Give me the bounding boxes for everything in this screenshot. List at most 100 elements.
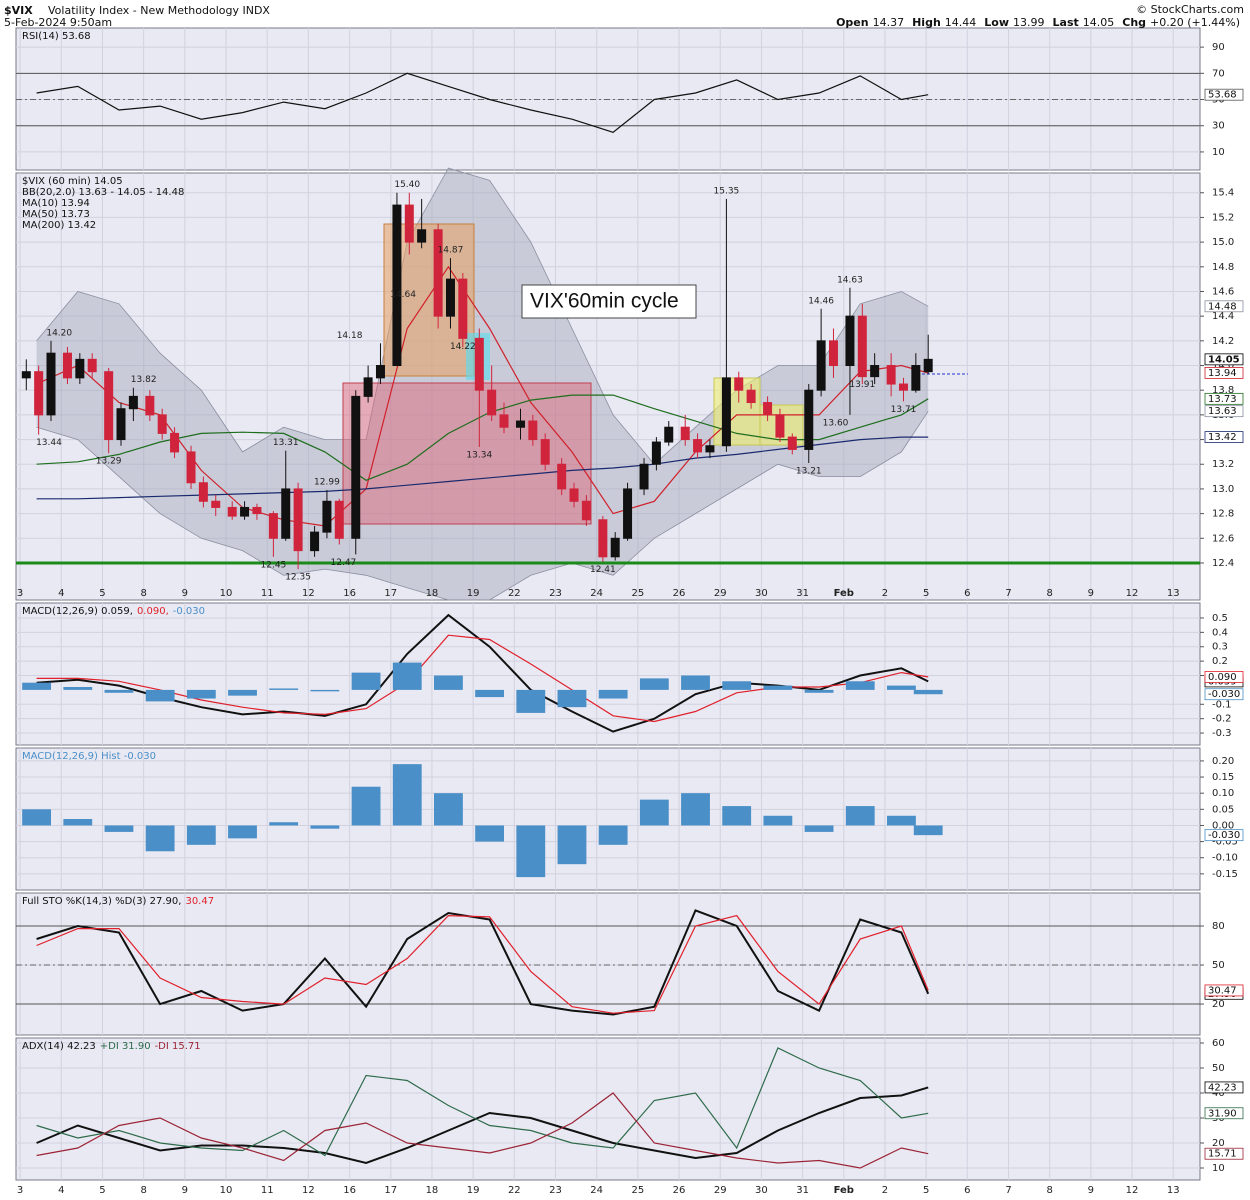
- candle-body: [211, 500, 221, 508]
- histogram-bar: [63, 687, 93, 690]
- candle-body: [845, 315, 855, 367]
- candle-body: [569, 488, 579, 502]
- value-tag: 13.73: [1208, 394, 1237, 405]
- y-tick-label: -0.2: [1212, 714, 1232, 725]
- histogram-bar: [763, 815, 793, 826]
- histogram-bar: [104, 825, 134, 832]
- value-tag-box: [1204, 671, 1244, 683]
- panel-frame: [15, 172, 1201, 601]
- candle-body: [911, 365, 921, 391]
- x-tick-label: 29: [714, 1185, 727, 1196]
- value-tag-box: [1204, 1107, 1244, 1120]
- price-annotation: 14.20: [46, 328, 72, 338]
- value-tag: -0.030: [1208, 830, 1240, 841]
- x-tick-label: 23: [549, 1185, 562, 1196]
- x-tick-label: 4: [58, 588, 64, 599]
- histogram-bar: [22, 809, 52, 826]
- legend: RSI(14) 53.68: [22, 31, 91, 42]
- quote-label: Chg: [1122, 16, 1146, 29]
- value-tag: 31.90: [1208, 1108, 1237, 1119]
- histogram-bar: [310, 689, 340, 692]
- candle-body: [128, 395, 138, 410]
- y-tick-label: 14.2: [1212, 336, 1234, 347]
- histogram-bar: [351, 672, 381, 690]
- value-tag: 53.68: [1208, 90, 1237, 101]
- x-tick-label: 24: [590, 1185, 603, 1196]
- candle-body: [87, 358, 97, 373]
- y-tick-label: 70: [1212, 68, 1225, 79]
- candle-body: [458, 278, 468, 339]
- y-tick-label: 0.00: [1212, 820, 1234, 831]
- legend-entry: -DI 15.71: [155, 1041, 201, 1052]
- panel-frame: [15, 27, 1201, 171]
- x-tick-label: 2: [882, 588, 888, 599]
- candle-body: [310, 531, 320, 552]
- value-tag: 30.47: [1208, 985, 1237, 996]
- histogram-bar: [804, 689, 834, 693]
- panel-frame: [15, 1037, 1201, 1181]
- candle-body: [693, 439, 703, 453]
- candle-body: [268, 513, 278, 539]
- series-line: [36, 909, 930, 1016]
- price-annotation: 14.63: [837, 275, 863, 285]
- y-tick-label: 20: [1212, 999, 1225, 1010]
- histogram-bar: [639, 799, 669, 826]
- legend-entry: $VIX (60 min) 14.05: [22, 176, 123, 187]
- x-tick-label: 16: [343, 1185, 356, 1196]
- legend-entry: -0.030: [173, 606, 205, 617]
- price-annotation: 12.99: [314, 478, 340, 488]
- legend-entry: BB(20,2.0) 13.63 - 14.05 - 14.48: [22, 187, 184, 198]
- candle-body: [664, 426, 674, 443]
- y-tick-label: 0.5: [1212, 613, 1228, 624]
- series-line: [36, 1047, 929, 1157]
- y-tick-label: 50: [1212, 960, 1225, 971]
- value-tag-box: [1204, 300, 1244, 313]
- candle-body: [227, 506, 237, 517]
- candle-body: [721, 377, 731, 447]
- candle-body: [787, 436, 797, 450]
- histogram-bar: [763, 685, 793, 690]
- legend-entry: MA(50) 13.73: [22, 209, 90, 220]
- candle-body: [775, 414, 785, 438]
- histogram-bar: [722, 806, 752, 826]
- histogram-bar: [228, 825, 257, 839]
- candle-body: [734, 377, 744, 391]
- price-annotation: 14.87: [438, 246, 464, 256]
- histogram-bar: [913, 689, 943, 695]
- candle-body: [487, 389, 497, 416]
- y-tick-label: 14.6: [1212, 286, 1234, 297]
- candle-body: [322, 500, 332, 533]
- candle-body: [923, 358, 933, 373]
- panel-frame: [15, 892, 1201, 1036]
- y-tick-label: 15.2: [1212, 212, 1234, 223]
- x-tick-label: 22: [508, 588, 521, 599]
- legend-entry: RSI(14) 53.68: [22, 31, 91, 42]
- value-tag: 14.05: [1208, 354, 1240, 365]
- value-tag-box: [1204, 829, 1244, 842]
- indicator-lines: [16, 72, 1200, 1169]
- x-tick-label: 10: [220, 1185, 233, 1196]
- date: 5-Feb-2024 9:50am: [4, 16, 112, 29]
- value-tag: 0.090: [1208, 672, 1237, 683]
- x-tick-label: 19: [467, 1185, 480, 1196]
- y-tick-label: 13.0: [1212, 484, 1234, 495]
- bollinger-band-lower: [36, 410, 929, 601]
- data-marks: [21, 192, 943, 878]
- x-tick-label: 26: [673, 1185, 686, 1196]
- candle-body: [21, 371, 31, 379]
- x-tick-label: 19: [467, 588, 480, 599]
- histogram-bar: [22, 682, 52, 690]
- histogram-bar: [598, 825, 628, 845]
- y-tick-label: 10: [1212, 1163, 1225, 1174]
- x-tick-label: 16: [343, 588, 356, 599]
- candle-body: [870, 365, 880, 378]
- candle-body: [898, 383, 908, 391]
- price-annotation: 13.31: [273, 438, 299, 448]
- y-tick-label: 0.4: [1212, 627, 1228, 638]
- histogram-bar: [887, 815, 916, 826]
- x-tick-label: 9: [182, 1185, 188, 1196]
- histogram-bar: [186, 825, 216, 845]
- candle-body: [75, 358, 85, 379]
- candle-body: [104, 371, 114, 441]
- x-tick-label: 12: [1126, 1185, 1139, 1196]
